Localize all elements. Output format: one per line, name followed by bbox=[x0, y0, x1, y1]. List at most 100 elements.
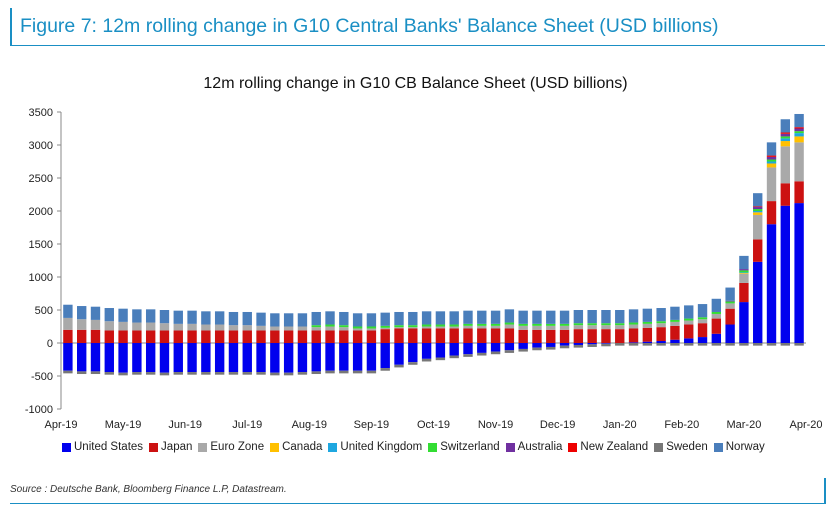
bar-euro-zone bbox=[725, 303, 734, 308]
bar-euro-zone bbox=[91, 320, 100, 330]
bar-euro-zone bbox=[215, 325, 224, 331]
bar-united-states bbox=[712, 334, 721, 343]
bar-norway bbox=[436, 311, 445, 324]
bar-norway bbox=[201, 311, 210, 324]
bar-sweden bbox=[91, 371, 100, 374]
y-tick-label: -500 bbox=[31, 371, 53, 383]
bar-norway bbox=[477, 311, 486, 324]
bar-japan bbox=[698, 323, 707, 337]
bar-norway bbox=[270, 313, 279, 326]
bar-euro-zone bbox=[325, 327, 334, 331]
legend-swatch bbox=[270, 443, 279, 452]
bar-switzerland bbox=[367, 327, 376, 329]
bar-sweden bbox=[201, 372, 210, 375]
bar-euro-zone bbox=[381, 328, 390, 329]
bar-euro-zone bbox=[546, 326, 555, 330]
bar-sweden bbox=[601, 344, 610, 347]
y-tick-label: 2000 bbox=[29, 206, 53, 218]
bar-united-states bbox=[767, 224, 776, 343]
bar-euro-zone bbox=[63, 318, 72, 330]
bar-euro-zone bbox=[615, 325, 624, 329]
bar-sweden bbox=[712, 343, 721, 346]
bar-sweden bbox=[284, 373, 293, 376]
bar-switzerland bbox=[767, 160, 776, 162]
bar-united-states bbox=[739, 302, 748, 343]
bar-japan bbox=[367, 330, 376, 343]
bar-euro-zone bbox=[229, 325, 238, 330]
bar-sweden bbox=[312, 371, 321, 374]
bar-united-states bbox=[781, 206, 790, 343]
legend-swatch bbox=[62, 443, 71, 452]
x-tick-label: Aug-19 bbox=[292, 419, 327, 431]
bar-sweden bbox=[118, 373, 127, 376]
bar-switzerland bbox=[753, 209, 762, 211]
bar-japan bbox=[174, 330, 183, 343]
bar-united-states bbox=[422, 343, 431, 359]
bar-sweden bbox=[187, 372, 196, 375]
bar-united-states bbox=[270, 343, 279, 373]
bar-japan bbox=[394, 328, 403, 343]
bar-sweden bbox=[381, 368, 390, 371]
bar-norway bbox=[698, 304, 707, 317]
bar-united-states bbox=[325, 343, 334, 371]
y-tick-label: 3000 bbox=[29, 140, 53, 152]
bar-norway bbox=[91, 307, 100, 320]
bar-norway bbox=[518, 311, 527, 324]
bar-sweden bbox=[463, 354, 472, 357]
bar-norway bbox=[381, 313, 390, 326]
bar-australia bbox=[739, 269, 748, 270]
bar-sweden bbox=[505, 350, 514, 353]
bar-japan bbox=[491, 328, 500, 343]
legend-label: Sweden bbox=[666, 441, 708, 453]
bar-norway bbox=[643, 309, 652, 322]
bar-switzerland bbox=[629, 323, 638, 325]
bar-united-states bbox=[656, 341, 665, 343]
bar-new-zealand bbox=[753, 206, 762, 207]
bar-united-states bbox=[491, 343, 500, 352]
bar-norway bbox=[670, 307, 679, 320]
bar-united-states bbox=[353, 343, 362, 371]
bar-united-kingdom bbox=[794, 133, 803, 136]
bar-norway bbox=[422, 311, 431, 324]
legend-item-united-states: United States bbox=[62, 441, 143, 453]
bar-japan bbox=[684, 325, 693, 339]
bar-japan bbox=[546, 330, 555, 343]
bar-japan bbox=[725, 309, 734, 325]
bar-united-states bbox=[339, 343, 348, 371]
bar-japan bbox=[353, 330, 362, 343]
bar-norway bbox=[560, 311, 569, 324]
bar-united-states bbox=[187, 343, 196, 372]
bar-euro-zone bbox=[243, 325, 252, 330]
bar-sweden bbox=[698, 343, 707, 346]
bar-euro-zone bbox=[712, 314, 721, 319]
bar-new-zealand bbox=[767, 156, 776, 157]
bar-united-states bbox=[629, 342, 638, 343]
bar-switzerland bbox=[408, 325, 417, 327]
bar-euro-zone bbox=[794, 142, 803, 181]
bar-japan bbox=[381, 329, 390, 343]
bar-united-states bbox=[381, 343, 390, 368]
bar-switzerland bbox=[546, 324, 555, 326]
bar-united-kingdom bbox=[739, 272, 748, 273]
bar-euro-zone bbox=[491, 326, 500, 329]
bar-euro-zone bbox=[684, 321, 693, 325]
bar-switzerland bbox=[587, 323, 596, 325]
bar-japan bbox=[436, 328, 445, 343]
bar-norway bbox=[684, 305, 693, 318]
bar-australia bbox=[753, 207, 762, 209]
bar-switzerland bbox=[684, 319, 693, 321]
bar-sweden bbox=[450, 356, 459, 359]
bar-japan bbox=[270, 330, 279, 343]
x-tick-label: May-19 bbox=[105, 419, 142, 431]
bar-japan bbox=[118, 330, 127, 343]
x-tick-label: Apr-20 bbox=[789, 419, 822, 431]
bar-australia bbox=[781, 134, 790, 137]
bar-switzerland bbox=[601, 323, 610, 325]
y-tick-label: 500 bbox=[35, 305, 53, 317]
bar-united-states bbox=[174, 343, 183, 372]
legend-swatch bbox=[428, 443, 437, 452]
bar-japan bbox=[574, 329, 583, 343]
bar-japan bbox=[77, 330, 86, 343]
legend-label: Australia bbox=[518, 441, 563, 453]
legend-swatch bbox=[654, 443, 663, 452]
